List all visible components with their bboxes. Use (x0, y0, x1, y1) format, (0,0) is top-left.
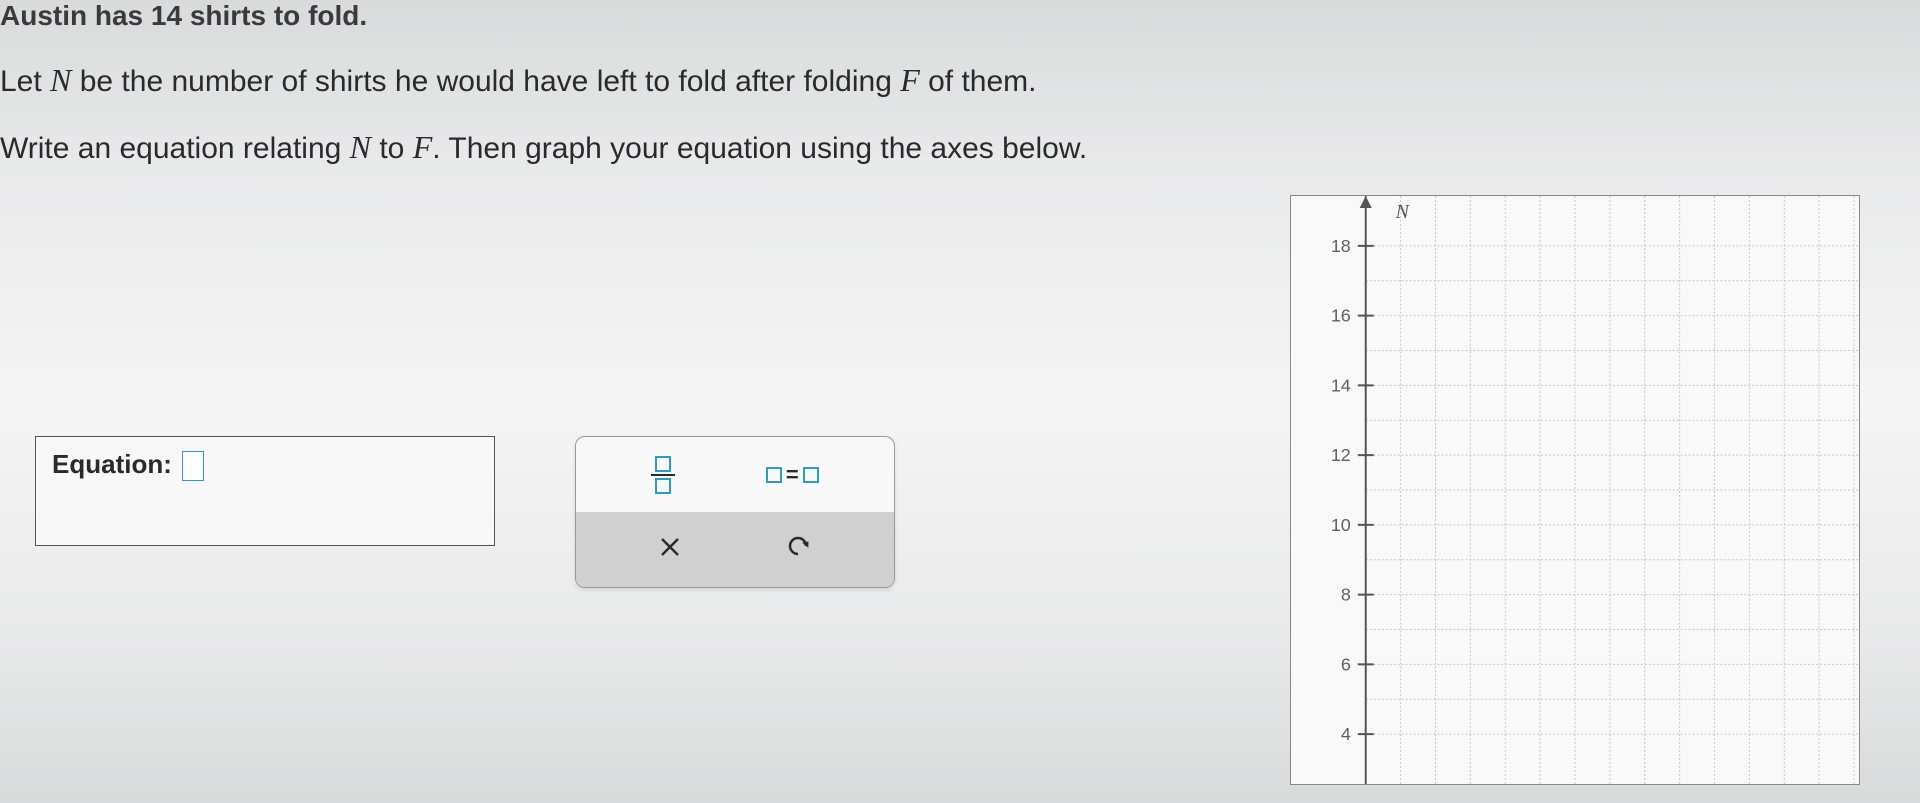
undo-icon (786, 533, 812, 559)
fraction-line (651, 474, 675, 476)
svg-text:12: 12 (1331, 445, 1351, 465)
grid-lines (1366, 196, 1859, 784)
axis-labels: 4 6 8 10 12 14 16 18 N (1331, 201, 1411, 744)
clear-button[interactable] (658, 533, 682, 567)
equals-right-box (803, 467, 819, 483)
fraction-numerator-box (655, 456, 671, 472)
graph-svg: 4 6 8 10 12 14 16 18 N (1291, 196, 1859, 784)
svg-text:4: 4 (1341, 724, 1351, 744)
variable-f: F (900, 62, 920, 98)
equals-left-box (766, 467, 782, 483)
tool-row-templates: = (576, 437, 894, 512)
graph-canvas[interactable]: 4 6 8 10 12 14 16 18 N (1290, 195, 1860, 785)
equation-input[interactable] (182, 451, 204, 481)
svg-text:N: N (1395, 201, 1411, 223)
variable-n: N (50, 62, 71, 98)
text-mid: to (371, 132, 413, 165)
problem-line-1: Austin has 14 shirts to fold. (0, 0, 1920, 62)
equation-label: Equation: (52, 449, 172, 480)
svg-text:10: 10 (1331, 515, 1351, 535)
fraction-tool-button[interactable] (651, 456, 675, 494)
svg-text:16: 16 (1331, 306, 1351, 326)
variable-n: N (350, 129, 371, 165)
equation-box: Equation: (35, 436, 495, 546)
equation-tool-button[interactable]: = (766, 462, 819, 488)
svg-text:14: 14 (1331, 375, 1351, 395)
tool-row-actions (576, 512, 894, 587)
svg-text:18: 18 (1331, 236, 1351, 256)
fraction-denominator-box (655, 478, 671, 494)
variable-f: F (413, 129, 433, 165)
x-icon (658, 535, 682, 559)
text-suffix: of them. (920, 65, 1037, 98)
equals-symbol: = (786, 462, 799, 488)
svg-text:8: 8 (1341, 585, 1351, 605)
text-prefix: Write an equation relating (0, 132, 350, 165)
svg-text:6: 6 (1341, 654, 1351, 674)
text-prefix: Let (0, 65, 50, 98)
math-tool-panel: = (575, 436, 895, 588)
problem-line-2: Let N be the number of shirts he would h… (0, 62, 1920, 129)
undo-button[interactable] (786, 533, 812, 566)
text-mid: be the number of shirts he would have le… (71, 65, 900, 98)
problem-text-area: Austin has 14 shirts to fold. Let N be t… (0, 0, 1920, 216)
text-suffix: . Then graph your equation using the axe… (432, 132, 1087, 165)
